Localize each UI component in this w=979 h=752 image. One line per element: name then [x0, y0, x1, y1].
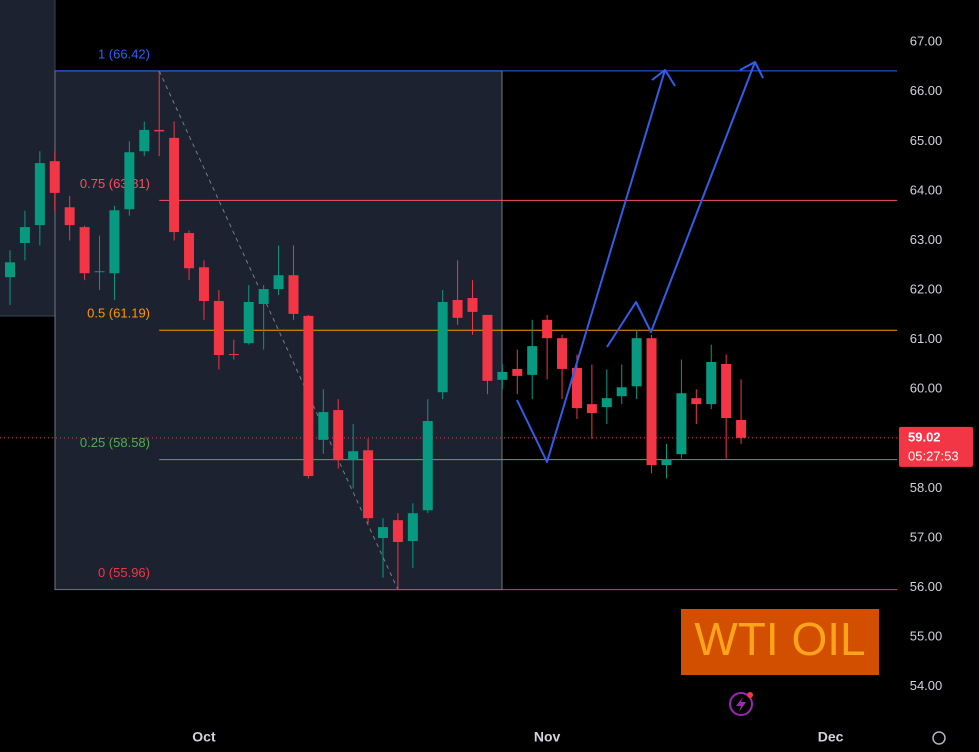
candle-body: [109, 210, 120, 274]
candle-body: [482, 314, 493, 381]
drawn-arrow: [651, 69, 676, 87]
candle-body: [467, 298, 478, 312]
x-tick-label: Dec: [818, 729, 844, 745]
candle-body: [169, 137, 180, 233]
fib-level-label: 0 (55.96): [98, 565, 150, 580]
candle-body: [363, 450, 374, 519]
fib-level-label: 0.75 (63.81): [80, 176, 150, 191]
settings-icon: [932, 731, 946, 745]
candle-body: [318, 412, 329, 440]
candle-body: [333, 410, 344, 461]
candle-body: [213, 300, 224, 356]
alert-icon-dot: [747, 692, 753, 698]
y-tick-label: 67.00: [910, 34, 943, 49]
candle-body: [721, 363, 732, 419]
candle-body: [452, 300, 463, 318]
y-tick-label: 65.00: [910, 133, 943, 148]
candle-body: [5, 262, 15, 278]
y-tick-label: 56.00: [910, 579, 943, 594]
candle-body: [34, 163, 45, 226]
fib-trend-line: [158, 70, 399, 590]
candle-body: [124, 152, 135, 210]
annotation: WTI OIL: [694, 613, 865, 665]
candle-body: [243, 301, 254, 344]
y-tick-label: 63.00: [910, 232, 943, 247]
fib-level-label: 0.25 (58.58): [80, 435, 150, 450]
y-tick-label: 54.00: [910, 678, 943, 693]
y-tick-label: 58.00: [910, 480, 943, 495]
candle-body: [273, 275, 284, 290]
candle-body: [64, 207, 75, 226]
candle-body: [437, 301, 448, 393]
candle-body: [571, 367, 582, 409]
countdown-label: 05:27:53: [908, 448, 959, 463]
candle-body: [184, 233, 195, 269]
fib-level-label: 1 (66.42): [98, 46, 150, 61]
y-tick-label: 62.00: [910, 282, 943, 297]
candle-body: [497, 371, 508, 380]
alert-icon-bolt: [736, 697, 746, 712]
candle-body: [422, 420, 433, 511]
candle-body: [557, 338, 568, 369]
candle-body: [736, 420, 747, 438]
price-badge: [899, 426, 973, 467]
candle-body: [94, 271, 105, 273]
y-tick-label: 60.00: [910, 381, 943, 396]
candle-body: [407, 513, 418, 541]
candle-body: [527, 346, 538, 375]
candle-body: [512, 368, 523, 376]
candle-body: [49, 161, 60, 193]
candle-body: [139, 129, 150, 152]
drawn-arrow: [739, 61, 764, 79]
candle-body: [646, 338, 657, 466]
y-tick-label: 64.00: [910, 182, 943, 197]
candle-body: [79, 227, 90, 274]
candle-body: [601, 398, 612, 408]
y-tick-label: 55.00: [910, 629, 943, 644]
candle-body: [661, 459, 672, 466]
plot: 1 (66.42) 0.75 (63.81) 0.5 (61.19) 0.25 (58…: [0, 34, 973, 745]
candle-body: [198, 267, 209, 301]
fib-level-label: 0.5 (61.19): [87, 306, 150, 321]
candle-body: [19, 227, 30, 243]
candle-body: [378, 527, 388, 539]
x-tick-label: Nov: [534, 729, 561, 745]
candle-body: [348, 451, 359, 461]
y-tick-label: 61.00: [910, 331, 943, 346]
candle-body: [616, 387, 627, 397]
candle-body: [154, 129, 165, 132]
drawn-arrow: [606, 61, 756, 348]
candle-body: [691, 398, 702, 405]
candle-body: [303, 315, 314, 477]
alert-icon: [729, 692, 753, 716]
candle-body: [542, 319, 553, 339]
candle-body: [258, 289, 269, 304]
x-tick-label: Oct: [192, 729, 216, 745]
candle-body: [706, 361, 717, 405]
annotation-box: [681, 609, 879, 675]
candle-body: [392, 520, 403, 542]
candle-body: [228, 354, 239, 356]
candle-body: [288, 275, 299, 314]
drawn-arrow: [516, 69, 666, 463]
last-price-label: 59.02: [908, 429, 941, 444]
candle-body: [586, 404, 597, 414]
y-tick-label: 57.00: [910, 529, 943, 544]
candle-body: [631, 338, 642, 387]
candle-body: [676, 393, 687, 455]
y-tick-label: 66.00: [910, 83, 943, 98]
